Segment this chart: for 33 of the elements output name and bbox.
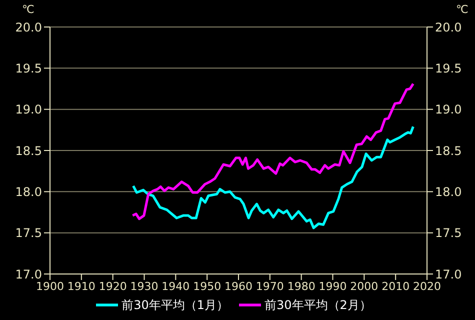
y-tick-label: 17.5 [15,226,42,240]
x-tick-label: 2020 [413,280,441,293]
y2-tick-label: 20.0 [435,20,462,34]
y2-tick-label: 19.5 [435,61,462,76]
y2-tick-label: 17.5 [435,226,462,240]
x-tick-label: 1970 [256,280,284,293]
x-tick-label: 1940 [162,280,190,293]
x-tick-label: 1930 [130,280,158,293]
y-tick-label: 20.0 [15,20,42,34]
x-tick-label: 2000 [350,280,378,293]
y2-axis-title: ℃ [456,3,468,16]
y-tick-label: 19.5 [15,61,42,76]
legend-label: 前30年平均（2月） [264,298,372,312]
y2-tick-label: 18.0 [435,184,462,199]
x-tick-label: 2010 [382,280,410,293]
y-tick-label: 17.0 [15,267,42,282]
y2-tick-label: 18.5 [435,144,462,158]
x-tick-label: 1900 [36,280,64,293]
line-series [132,125,414,230]
x-tick-label: 1990 [318,280,347,293]
y-tick-label: 19.0 [15,102,42,117]
x-tick-label: 1910 [67,280,96,293]
x-tick-label: 1960 [224,280,252,293]
x-tick-label: 1950 [193,280,222,293]
legend-label: 前30年平均（1月） [122,298,228,312]
y-tick-label: 18.0 [15,184,42,199]
y2-tick-label: 17.0 [435,267,462,282]
y-tick-label: 18.5 [15,144,42,158]
x-tick-label: 1920 [98,280,127,293]
x-tick-label: 1980 [287,280,316,293]
y2-tick-label: 19.0 [435,102,462,117]
y-axis-title: ℃ [22,3,34,16]
line-series [131,82,414,220]
